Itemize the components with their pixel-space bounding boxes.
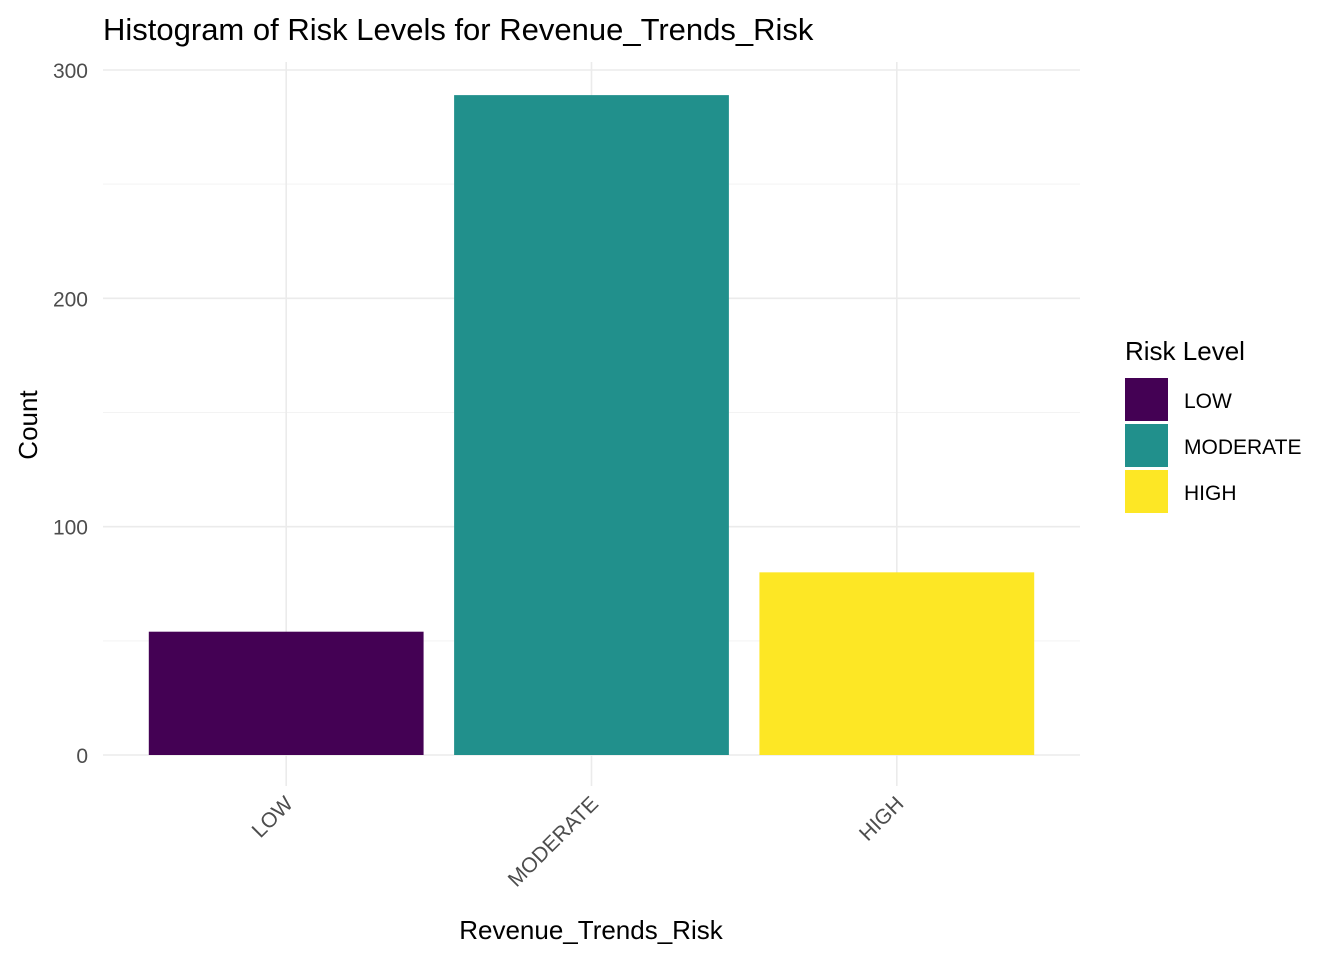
y-axis-ticks: 0 100 200 300: [53, 60, 88, 768]
legend-key-moderate: [1125, 424, 1168, 467]
x-axis-title: Revenue_Trends_Risk: [459, 915, 724, 945]
y-tick-label: 0: [76, 745, 88, 768]
legend-key-high: [1125, 470, 1168, 513]
legend-label: LOW: [1184, 390, 1232, 413]
x-tick-label: HIGH: [855, 792, 908, 845]
y-tick-label: 200: [53, 288, 88, 311]
y-tick-label: 300: [53, 60, 88, 83]
y-axis-title: Count: [13, 390, 43, 460]
y-tick-label: 100: [53, 517, 88, 540]
bar-high: [759, 572, 1035, 755]
legend-label: MODERATE: [1184, 436, 1301, 459]
legend-items: LOW MODERATE HIGH: [1125, 378, 1301, 513]
legend: Risk Level LOW MODERATE HIGH: [1125, 336, 1301, 513]
bar-moderate: [454, 95, 729, 755]
legend-title: Risk Level: [1125, 336, 1245, 366]
x-tick-label: LOW: [248, 792, 298, 842]
bar-low: [148, 631, 424, 755]
legend-key-low: [1125, 378, 1168, 421]
chart-title: Histogram of Risk Levels for Revenue_Tre…: [103, 12, 814, 47]
x-tick-label: MODERATE: [504, 792, 603, 891]
x-axis-ticks: LOW MODERATE HIGH: [248, 792, 909, 891]
bars: [148, 95, 1035, 755]
legend-label: HIGH: [1184, 482, 1237, 505]
